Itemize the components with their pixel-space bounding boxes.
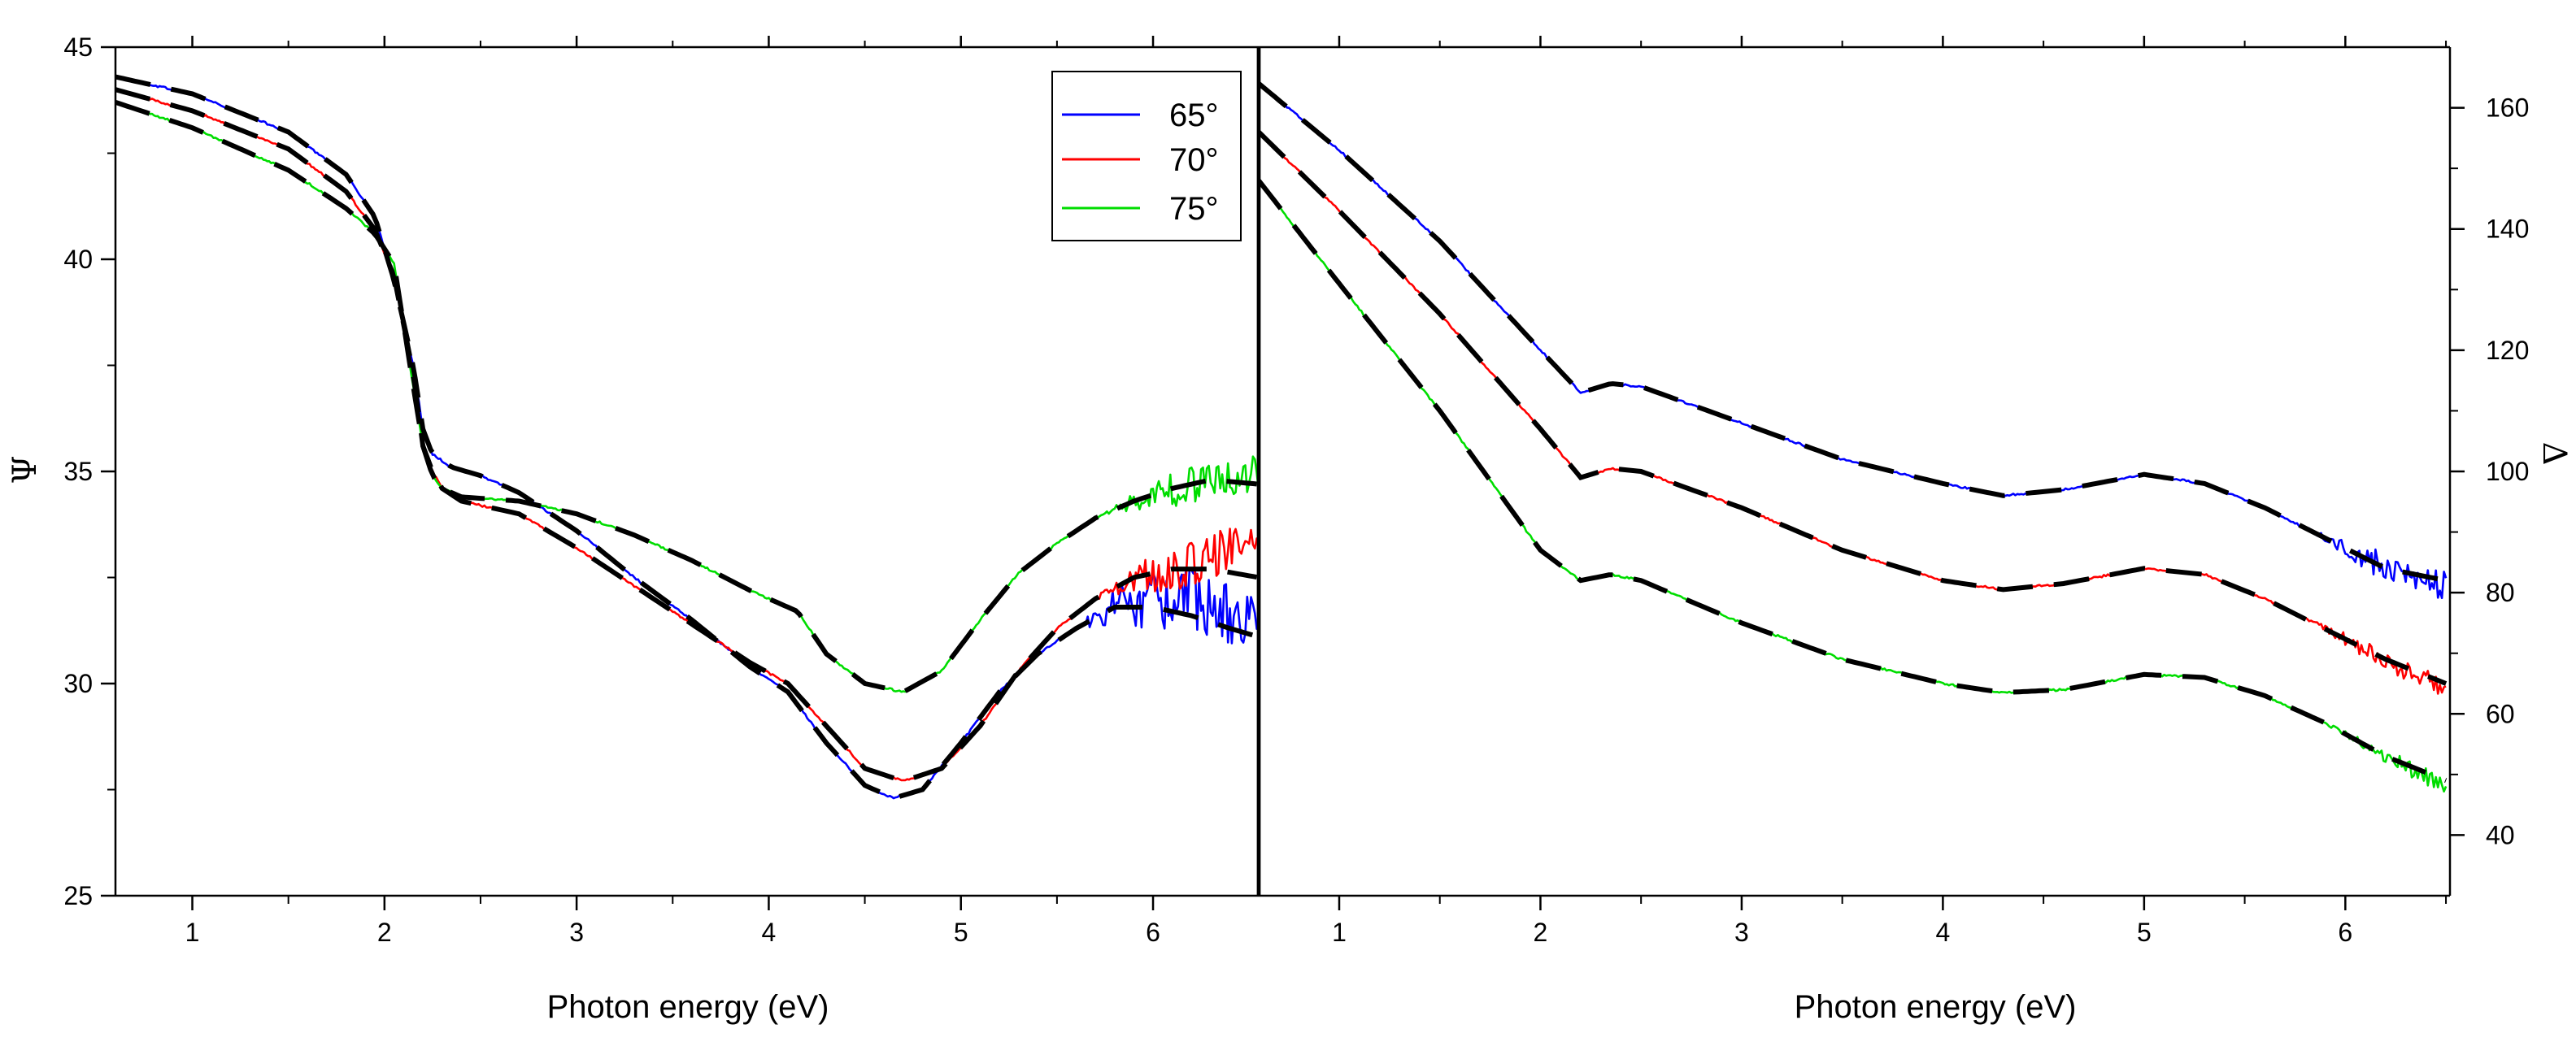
left-y-tick-label: 25: [63, 881, 93, 910]
right-y-tick-label: 160: [2486, 93, 2529, 123]
left-y-tick-label: 30: [63, 669, 93, 698]
right-y-tick-label: 40: [2486, 820, 2515, 849]
left-x-axis-title: Photon energy (eV): [547, 989, 829, 1025]
left-x-tick-label: 2: [377, 918, 392, 947]
left-series-fit-75-: [115, 100, 1257, 695]
legend-label-70: 70°: [1169, 142, 1219, 178]
delta-panel: 1 2 3 4 5 6 40 60 80 100 120 140 160 Photon energy (e…: [1256, 36, 2573, 1025]
left-series-fit-70-: [115, 87, 1258, 784]
right-axes: 1 2 3 4 5 6 40 60 80 100 120 140 160 Photon energy (e…: [1256, 36, 2573, 1025]
right-x-tick-label: 1: [1332, 918, 1347, 947]
right-y-tick-label: 80: [2486, 578, 2515, 607]
right-x-tick-label: 5: [2137, 918, 2152, 947]
left-x-tick-label: 6: [1146, 918, 1160, 947]
left-y-tick-label: 40: [63, 245, 93, 274]
right-x-tick-label: 3: [1734, 918, 1749, 947]
left-y-axis-title: Ψ: [7, 455, 44, 484]
legend: 65° 70° 75°: [1051, 71, 1242, 241]
right-x-axis-title: Photon energy (eV): [1795, 989, 2077, 1025]
right-y-axis-title: Δ: [2535, 442, 2573, 466]
left-plot-area: [115, 74, 1259, 801]
right-x-tick-label: 2: [1534, 918, 1548, 947]
right-y-tick-label: 60: [2486, 699, 2515, 728]
left-x-tick-label: 4: [762, 918, 777, 947]
right-y-tick-label: 100: [2486, 457, 2529, 486]
right-y-tick-label: 120: [2486, 336, 2529, 365]
right-y-tick-label: 140: [2486, 215, 2529, 244]
left-series-fit-65-: [115, 74, 1258, 801]
right-series-75-: [1259, 180, 2448, 793]
right-x-tick-label: 6: [2338, 918, 2352, 947]
left-x-tick-label: 3: [569, 918, 584, 947]
right-plot-area: [1259, 81, 2448, 793]
right-series-65-: [1259, 83, 2448, 600]
right-series-70-: [1259, 132, 2447, 695]
legend-box: [1051, 71, 1242, 241]
left-x-tick-label: 5: [954, 918, 968, 947]
right-series-fit-70-: [1259, 130, 2448, 686]
right-series-fit-65-: [1259, 81, 2447, 584]
right-series-fit-75-: [1259, 179, 2448, 784]
left-y-tick-label: 35: [63, 457, 93, 486]
legend-label-65: 65°: [1169, 98, 1219, 133]
right-x-tick-label: 4: [1935, 918, 1950, 947]
left-x-tick-label: 1: [185, 918, 200, 947]
left-y-tick-label: 45: [63, 33, 93, 62]
legend-label-75: 75°: [1169, 191, 1219, 227]
